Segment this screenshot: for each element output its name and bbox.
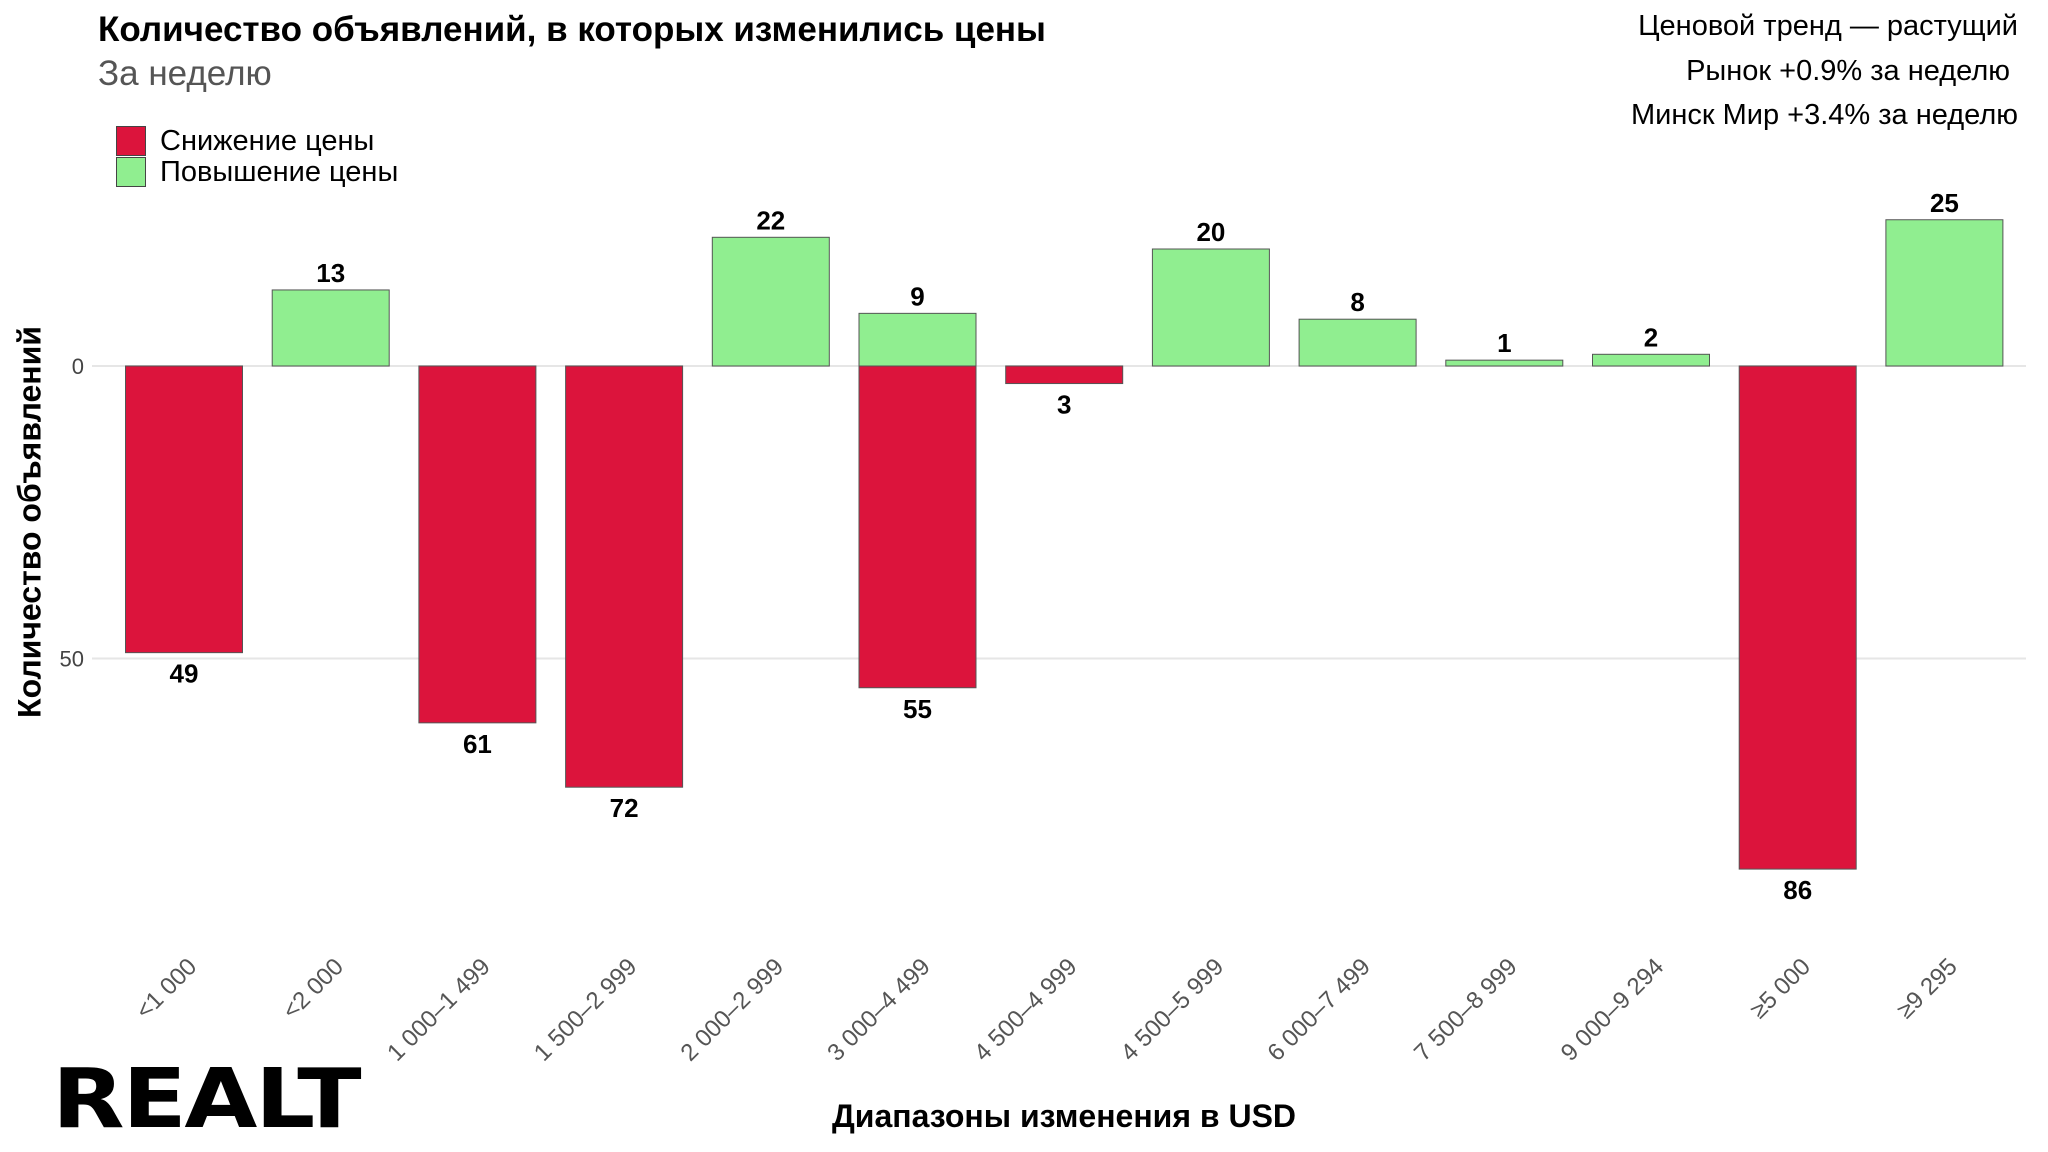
y-axis-title: Количество объявлений [11,326,48,718]
data-label: 8 [1350,287,1364,317]
bar-decrease [418,365,537,724]
y-tick-label: 50 [60,647,84,672]
bar-increase [711,236,830,367]
bar-increase [1298,318,1417,367]
annotation-district: Минск Мир +3.4% за неделю [1631,99,2018,131]
legend-label: Повышение цены [160,155,399,188]
data-label: 25 [1930,188,1959,218]
bar-increase [271,289,390,367]
x-tick-label: 4 500–4 999 [969,953,1082,1066]
bar-decrease [858,365,977,689]
x-tick-label: 3 000–4 499 [822,953,935,1066]
bar-increase [1151,248,1270,367]
x-tick-label: ≥9 295 [1892,953,1963,1024]
data-label: 55 [903,694,932,724]
x-tick-label: 1 000–1 499 [382,953,495,1066]
bar-increase [1885,219,2004,367]
data-label: 9 [910,281,924,311]
data-label: 72 [610,793,639,823]
data-label: 49 [170,659,199,689]
x-tick-label: 7 500–8 999 [1409,953,1522,1066]
bar-decrease [125,365,243,654]
x-tick-label: 1 500–2 999 [529,953,642,1066]
x-tick-label: 4 500–5 999 [1116,953,1229,1066]
data-label: 22 [756,205,785,235]
legend-label: Снижение цены [160,124,375,157]
x-tick-label: ≥5 000 [1745,953,1816,1024]
x-tick-label: 2 000–2 999 [676,953,789,1066]
realt-logo: REALT [52,1052,362,1147]
x-tick-label: <2 000 [277,953,348,1024]
bar-increase [1445,359,1564,367]
bar-increase [1592,353,1710,367]
legend-swatch-decrease [116,126,146,156]
legend-swatch-increase [116,157,146,187]
data-label: 61 [463,729,492,759]
legend-item-increase: Повышение цены [116,155,399,188]
annotation-trend: Ценовой тренд — растущий [1638,10,2018,42]
x-axis-title: Диапазоны изменения в USD [831,1098,1297,1134]
bar-decrease [565,365,684,788]
chart-title: Количество объявлений, в которых изменил… [98,10,1046,49]
y-tick-label: 0 [72,354,84,379]
data-label: 2 [1644,322,1658,352]
legend-item-decrease: Снижение цены [116,124,375,157]
data-label: 3 [1057,390,1071,420]
annotation-market: Рынок +0.9% за неделю [1686,55,2010,87]
x-tick-label: <1 000 [131,953,202,1024]
chart-subtitle: За неделю [98,54,272,93]
bar-decrease [1738,365,1857,870]
data-label: 1 [1497,328,1511,358]
data-label: 86 [1783,875,1812,905]
data-label: 20 [1196,217,1225,247]
x-tick-label: 9 000–9 294 [1556,953,1669,1066]
bar-increase [858,312,977,367]
bar-decrease [1005,365,1124,385]
x-tick-label: 6 000–7 499 [1262,953,1375,1066]
data-label: 13 [316,258,345,288]
